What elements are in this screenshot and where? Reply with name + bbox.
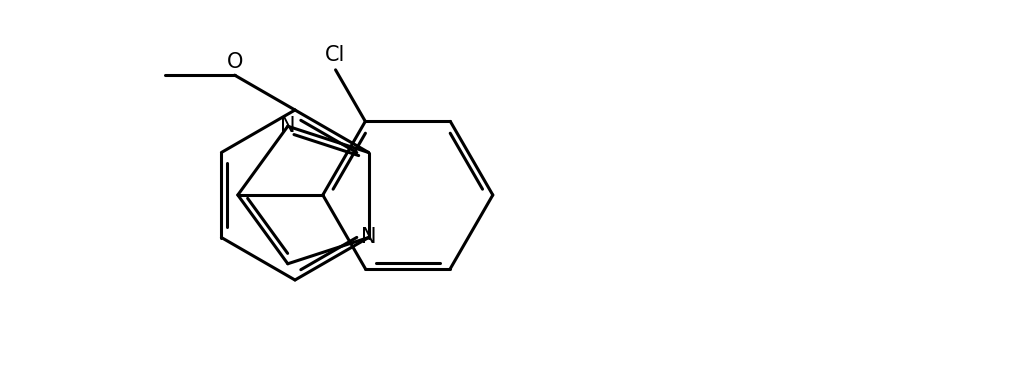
Text: N: N (280, 116, 296, 136)
Text: N: N (361, 228, 376, 247)
Text: Cl: Cl (325, 45, 345, 65)
Text: O: O (226, 52, 243, 72)
